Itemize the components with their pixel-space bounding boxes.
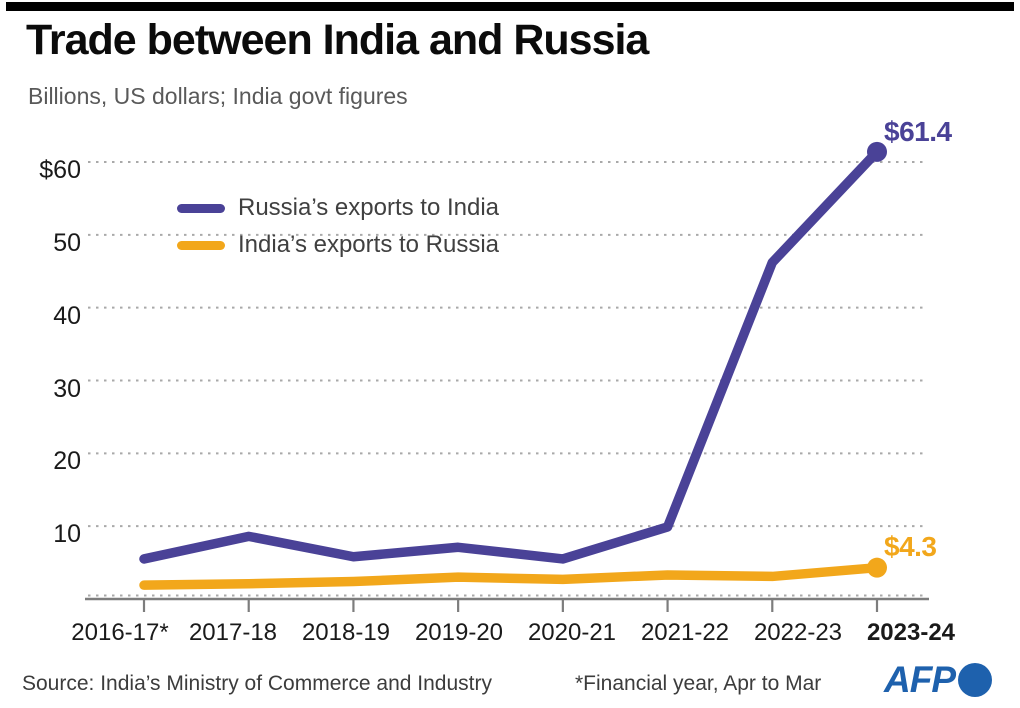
y-axis-tick-label: $60 xyxy=(39,156,81,185)
legend-item: India’s exports to Russia xyxy=(177,231,500,258)
page-title: Trade between India and Russia xyxy=(26,16,649,64)
y-axis-tick-label: 20 xyxy=(53,447,81,476)
x-axis-tick-label: 2018-19 xyxy=(301,619,391,646)
series-line xyxy=(139,147,882,564)
y-axis-tick-label: 40 xyxy=(53,301,81,330)
legend-label: India’s exports to Russia xyxy=(238,231,500,258)
legend-label: Russia’s exports to India xyxy=(238,194,500,221)
x-axis-tick-label: 2017-18 xyxy=(188,619,278,646)
y-axis-tick-label: 50 xyxy=(53,228,81,257)
footnote-text: *Financial year, Apr to Mar xyxy=(575,672,822,695)
x-axis-tick-label: 2016-17* xyxy=(71,619,169,646)
end-value-label-russia-exports: $61.4 xyxy=(884,116,952,147)
x-axis-tick-label: 2019-20 xyxy=(414,619,504,646)
legend-swatch-icon xyxy=(177,240,225,250)
x-axis-tick-label: 2021-22 xyxy=(640,619,730,646)
series-end-dot xyxy=(867,141,887,162)
y-axis-tick-label: 30 xyxy=(53,374,81,403)
legend-item: Russia’s exports to India xyxy=(177,194,500,221)
x-axis-tick-label: 2023-24 xyxy=(866,619,956,646)
legend-swatch-icon xyxy=(177,203,225,213)
series-end-dot xyxy=(867,557,887,578)
x-axis-tick-label: 2022-23 xyxy=(753,619,843,646)
afp-logo-text: AFP xyxy=(884,659,956,700)
chart-subtitle: Billions, US dollars; India govt figures xyxy=(28,83,408,109)
afp-logo-circle-icon xyxy=(958,663,992,697)
afp-logo: AFP xyxy=(884,659,992,700)
source-text: Source: India’s Ministry of Commerce and… xyxy=(22,672,492,695)
top-accent-bar xyxy=(6,2,1014,11)
series-line xyxy=(139,562,882,590)
x-axis-tick-label: 2020-21 xyxy=(527,619,617,646)
y-axis-tick-label: 10 xyxy=(53,520,81,549)
end-value-label-india-exports: $4.3 xyxy=(884,531,937,562)
